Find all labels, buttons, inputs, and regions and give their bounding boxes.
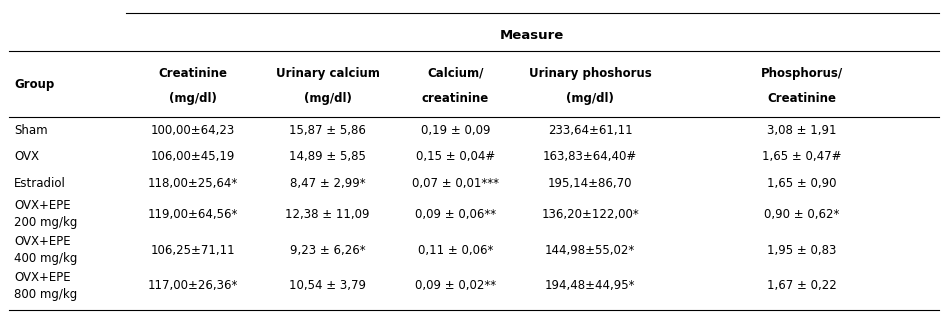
Text: Group: Group <box>14 78 54 91</box>
Text: creatinine: creatinine <box>422 92 489 105</box>
Text: 12,38 ± 11,09: 12,38 ± 11,09 <box>285 208 370 221</box>
Text: 1,95 ± 0,83: 1,95 ± 0,83 <box>767 244 836 257</box>
Text: 194,48±44,95*: 194,48±44,95* <box>545 280 635 293</box>
Text: OVX+EPE
800 mg/kg: OVX+EPE 800 mg/kg <box>14 271 78 301</box>
Text: 119,00±64,56*: 119,00±64,56* <box>148 208 238 221</box>
Text: (mg/dl): (mg/dl) <box>169 92 217 105</box>
Text: 14,89 ± 5,85: 14,89 ± 5,85 <box>289 150 366 163</box>
Text: 1,67 ± 0,22: 1,67 ± 0,22 <box>767 280 836 293</box>
Text: 1,65 ± 0,47#: 1,65 ± 0,47# <box>762 150 841 163</box>
Text: Creatinine: Creatinine <box>767 92 836 105</box>
Text: 0,90 ± 0,62*: 0,90 ± 0,62* <box>764 208 839 221</box>
Text: 10,54 ± 3,79: 10,54 ± 3,79 <box>289 280 366 293</box>
Text: 136,20±122,00*: 136,20±122,00* <box>541 208 639 221</box>
Text: 9,23 ± 6,26*: 9,23 ± 6,26* <box>290 244 366 257</box>
Text: OVX+EPE
400 mg/kg: OVX+EPE 400 mg/kg <box>14 235 78 265</box>
Text: 106,25±71,11: 106,25±71,11 <box>151 244 235 257</box>
Text: 144,98±55,02*: 144,98±55,02* <box>545 244 635 257</box>
Text: 233,64±61,11: 233,64±61,11 <box>548 124 632 137</box>
Text: 118,00±25,64*: 118,00±25,64* <box>148 177 238 190</box>
Text: Sham: Sham <box>14 124 47 137</box>
Text: Creatinine: Creatinine <box>158 67 228 80</box>
Text: Urinary calcium: Urinary calcium <box>276 67 379 80</box>
Text: 0,19 ± 0,09: 0,19 ± 0,09 <box>421 124 490 137</box>
Text: 100,00±64,23: 100,00±64,23 <box>151 124 235 137</box>
Text: 117,00±26,36*: 117,00±26,36* <box>148 280 238 293</box>
Text: 8,47 ± 2,99*: 8,47 ± 2,99* <box>290 177 366 190</box>
Text: 0,11 ± 0,06*: 0,11 ± 0,06* <box>418 244 493 257</box>
Text: Estradiol: Estradiol <box>14 177 66 190</box>
Text: Phosphorus/: Phosphorus/ <box>760 67 843 80</box>
Text: (mg/dl): (mg/dl) <box>303 92 352 105</box>
Text: 106,00±45,19: 106,00±45,19 <box>151 150 235 163</box>
Text: 1,65 ± 0,90: 1,65 ± 0,90 <box>767 177 836 190</box>
Text: (mg/dl): (mg/dl) <box>566 92 614 105</box>
Text: 163,83±64,40#: 163,83±64,40# <box>543 150 637 163</box>
Text: 195,14±86,70: 195,14±86,70 <box>548 177 632 190</box>
Text: 0,07 ± 0,01***: 0,07 ± 0,01*** <box>412 177 499 190</box>
Text: OVX+EPE
200 mg/kg: OVX+EPE 200 mg/kg <box>14 199 78 229</box>
Text: 0,09 ± 0,02**: 0,09 ± 0,02** <box>415 280 496 293</box>
Text: 15,87 ± 5,86: 15,87 ± 5,86 <box>289 124 366 137</box>
Text: Measure: Measure <box>500 29 564 42</box>
Text: Calcium/: Calcium/ <box>428 67 483 80</box>
Text: 0,09 ± 0,06**: 0,09 ± 0,06** <box>415 208 496 221</box>
Text: OVX: OVX <box>14 150 39 163</box>
Text: 3,08 ± 1,91: 3,08 ± 1,91 <box>767 124 836 137</box>
Text: 0,15 ± 0,04#: 0,15 ± 0,04# <box>416 150 495 163</box>
Text: Urinary phoshorus: Urinary phoshorus <box>529 67 651 80</box>
